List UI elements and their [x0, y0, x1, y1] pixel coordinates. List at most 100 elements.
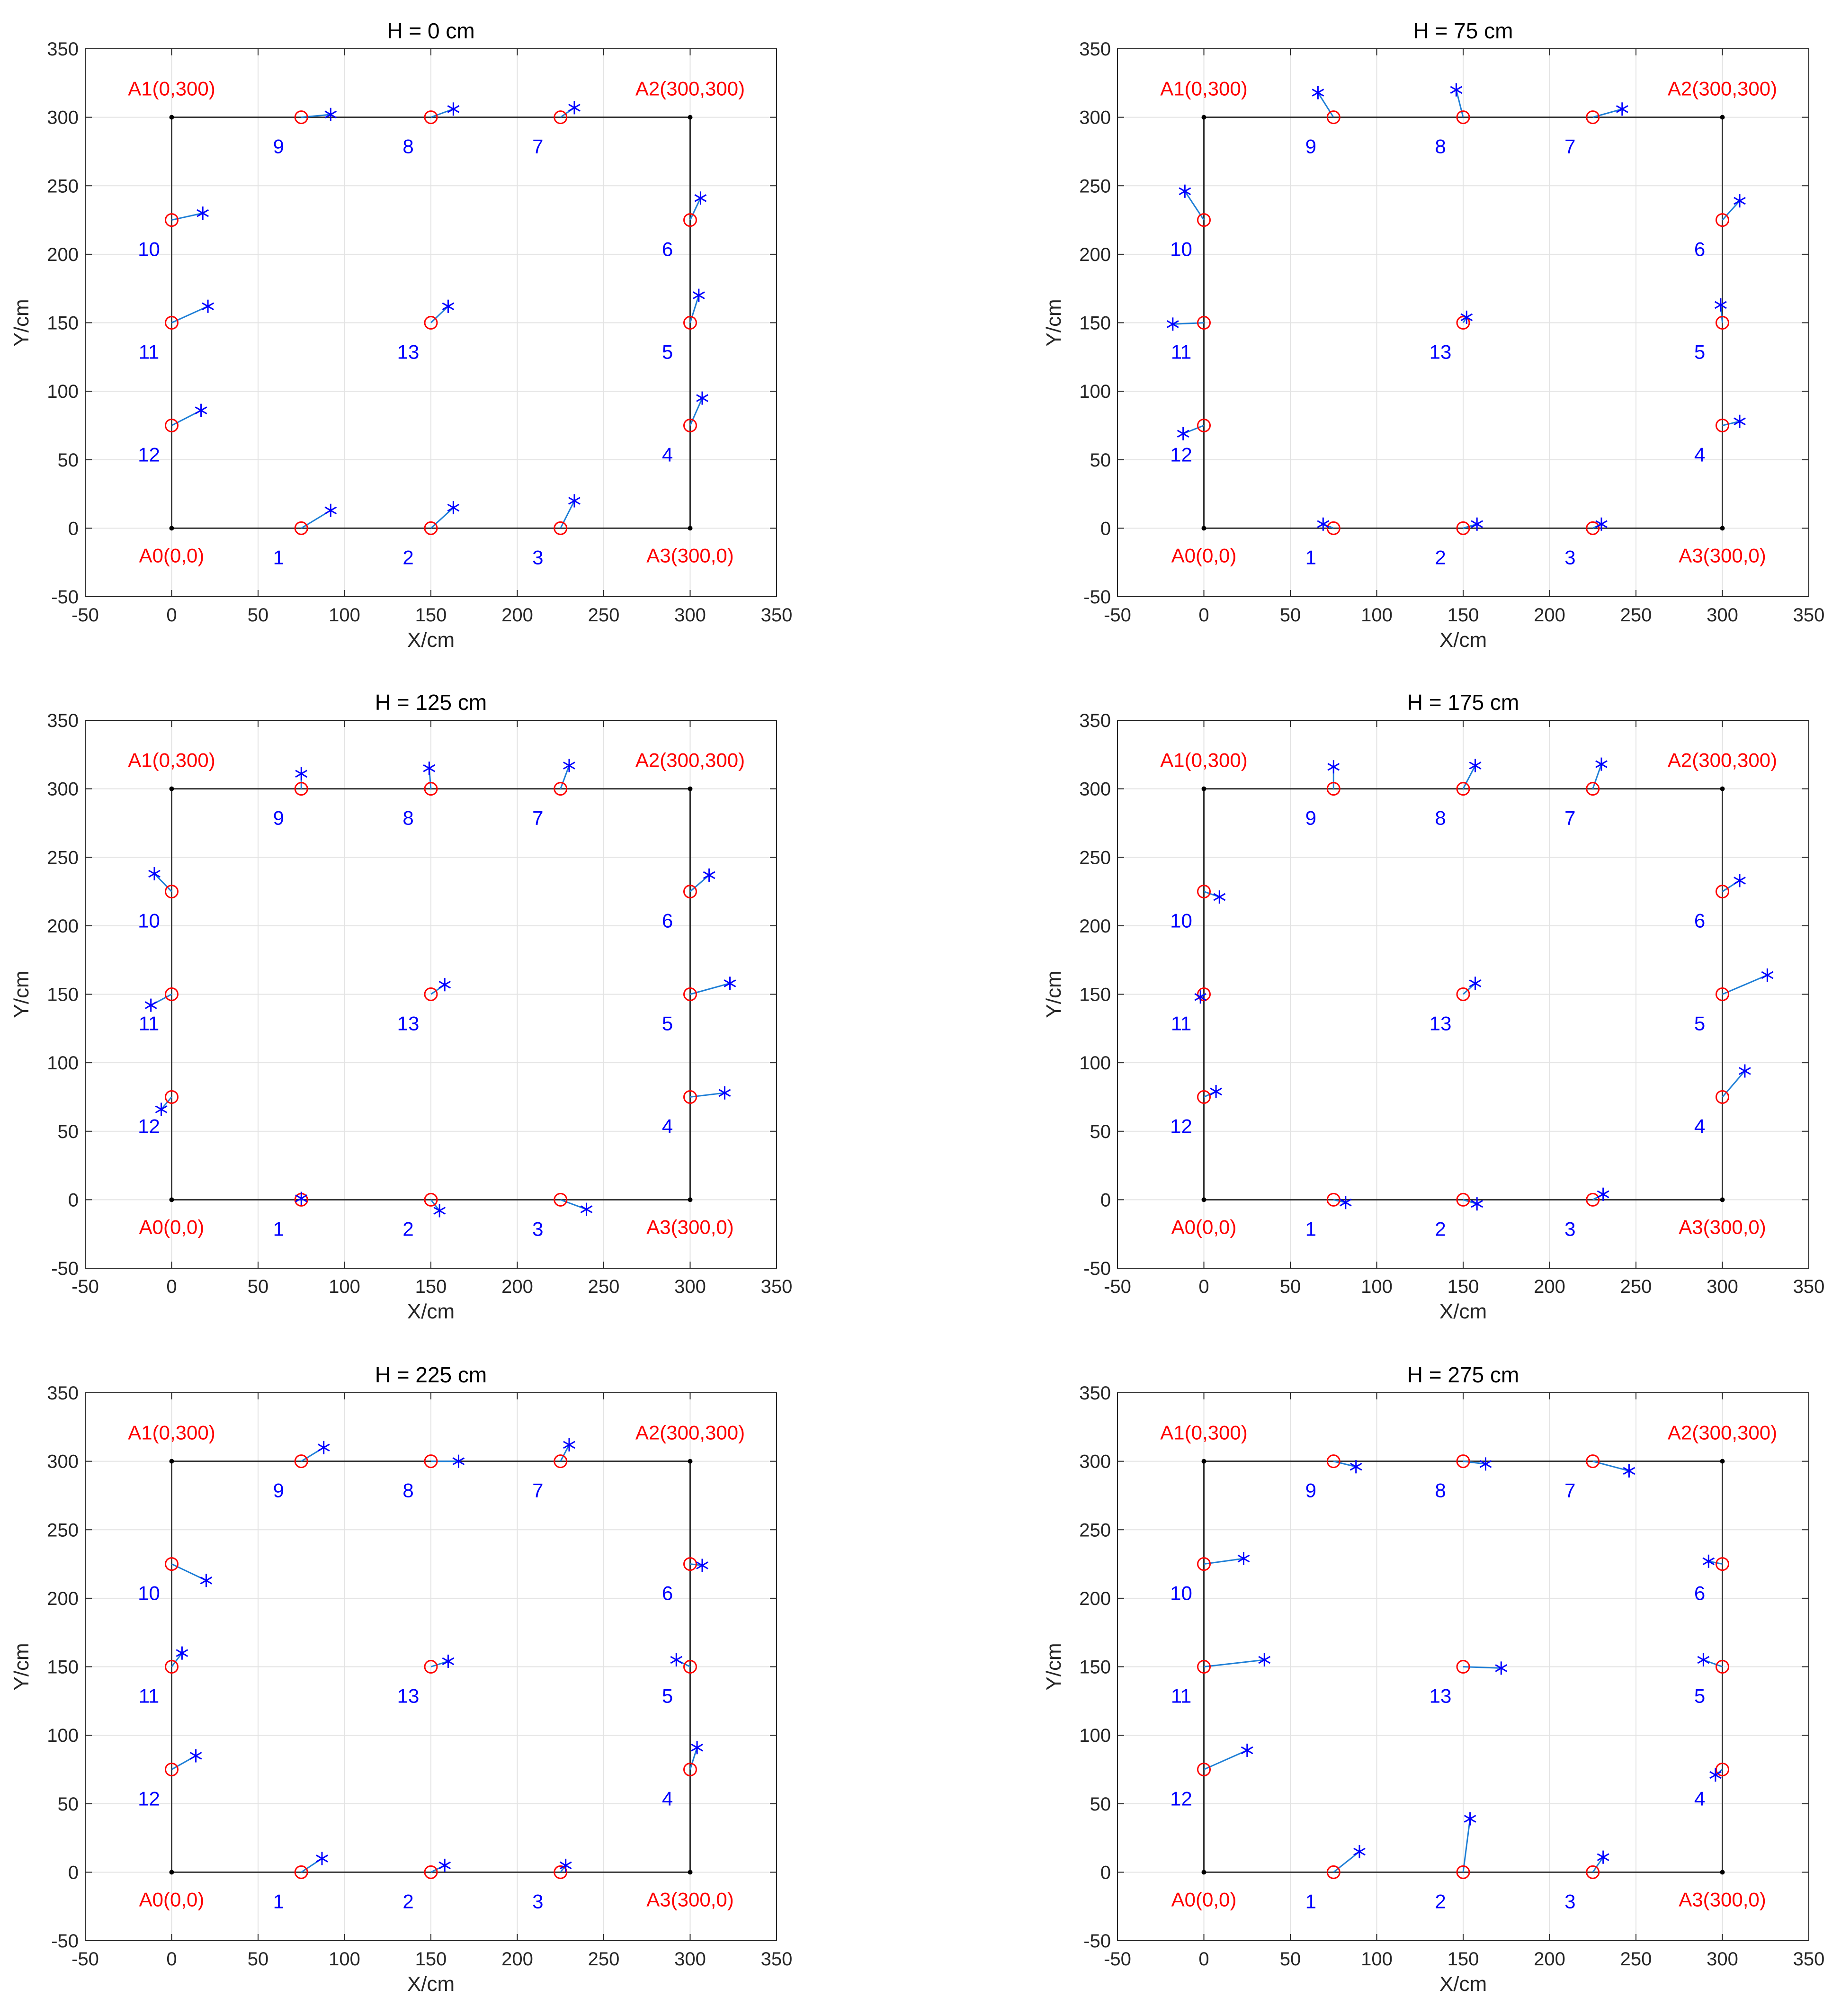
- x-tick-label: 250: [1620, 605, 1652, 626]
- estimated-point-marker: [1469, 977, 1482, 990]
- reference-point-marker: [554, 1865, 568, 1879]
- estimated-point-marker: [1179, 184, 1191, 198]
- error-line: [689, 295, 700, 323]
- estimated-point-marker: [1702, 1554, 1715, 1568]
- reference-point-marker: [1586, 521, 1600, 535]
- point-id-label: 6: [662, 1582, 673, 1604]
- reference-point-marker: [424, 1454, 438, 1469]
- point-id-label: 9: [1305, 807, 1316, 829]
- y-tick-label: 150: [1079, 985, 1111, 1005]
- x-tick-label: 150: [415, 1949, 447, 1970]
- point-id-label: 12: [1170, 1115, 1192, 1137]
- point-id-label: 5: [1694, 1685, 1705, 1707]
- point-id-label: 6: [662, 910, 673, 932]
- error-line: [430, 1199, 440, 1211]
- y-tick-label: 200: [1079, 916, 1111, 937]
- reference-point-marker: [1456, 1192, 1470, 1207]
- anchor-dot: [688, 1197, 693, 1202]
- x-tick-label: 50: [248, 605, 269, 626]
- anchor-dot: [1720, 1459, 1725, 1464]
- estimated-point-marker: [200, 1574, 213, 1587]
- estimated-point-marker: [1697, 1653, 1710, 1667]
- y-tick-label: 100: [47, 381, 79, 402]
- reference-point-marker: [1716, 316, 1729, 330]
- point-id-label: 4: [1694, 443, 1705, 466]
- estimated-point-marker: [692, 288, 705, 302]
- anchor-dot: [688, 1459, 693, 1464]
- x-tick-label: 50: [248, 1276, 269, 1297]
- error-line: [689, 874, 710, 892]
- y-tick-label: 350: [47, 1383, 79, 1404]
- y-tick-label: 200: [1079, 1588, 1111, 1609]
- reference-point-marker: [1586, 110, 1600, 125]
- estimated-point-marker: [1317, 517, 1330, 531]
- point-id-label: 5: [1694, 1012, 1705, 1035]
- x-tick-label: 0: [1198, 1276, 1209, 1297]
- error-line: [1708, 1560, 1723, 1565]
- error-line: [1462, 1819, 1471, 1873]
- point-id-label: 2: [402, 546, 413, 568]
- reference-point-marker: [1456, 987, 1470, 1001]
- reference-point-marker: [1716, 213, 1729, 227]
- point-id-label: 9: [1305, 1479, 1316, 1502]
- error-line: [1592, 108, 1623, 118]
- reference-point-marker: [1456, 1660, 1470, 1674]
- x-tick-label: -50: [71, 1949, 99, 1970]
- anchor-dot: [1720, 786, 1725, 791]
- point-id-label: 5: [662, 1012, 673, 1035]
- point-id-label: 3: [1564, 1218, 1575, 1240]
- reference-point-marker: [683, 418, 697, 432]
- error-line: [689, 1747, 698, 1770]
- x-tick-label: 100: [1361, 1276, 1393, 1297]
- anchor-label: A2(300,300): [635, 749, 745, 771]
- y-tick-label: 250: [47, 847, 79, 868]
- point-id-label: 10: [1170, 910, 1192, 932]
- point-id-label: 13: [397, 1012, 420, 1035]
- x-tick-label: 350: [761, 1276, 793, 1297]
- anchor-dot: [169, 1197, 174, 1202]
- point-id-label: 1: [273, 1890, 284, 1912]
- reference-point-marker: [1716, 418, 1729, 432]
- estimated-point-marker: [442, 1654, 455, 1668]
- point-id-label: 8: [402, 135, 413, 158]
- estimated-point-marker: [447, 501, 460, 514]
- point-id-label: 5: [662, 341, 673, 363]
- point-id-label: 4: [1694, 1115, 1705, 1137]
- chart-title: H = 275 cm: [1407, 1362, 1519, 1387]
- point-id-label: 13: [1430, 1685, 1452, 1707]
- y-axis-label: Y/cm: [10, 299, 33, 346]
- y-tick-label: 0: [1100, 1190, 1111, 1210]
- point-id-label: 12: [1170, 443, 1192, 466]
- point-id-label: 4: [662, 1787, 673, 1810]
- x-tick-label: 100: [1361, 605, 1393, 626]
- anchor-dot: [169, 786, 174, 791]
- estimated-point-marker: [423, 762, 436, 775]
- x-tick-label: 200: [501, 1949, 533, 1970]
- estimated-point-marker: [1469, 759, 1482, 772]
- x-tick-label: 150: [415, 1276, 447, 1297]
- estimated-point-marker: [1258, 1653, 1271, 1667]
- error-line: [430, 305, 449, 323]
- x-tick-label: 300: [674, 1949, 706, 1970]
- estimated-point-marker: [202, 299, 214, 313]
- y-tick-label: 0: [1100, 1862, 1111, 1883]
- anchor-label: A1(0,300): [1160, 1422, 1247, 1444]
- error-line: [560, 765, 570, 789]
- y-axis-label: Y/cm: [1042, 970, 1065, 1018]
- reference-point-marker: [1716, 1660, 1729, 1674]
- estimated-point-marker: [144, 998, 157, 1012]
- estimated-point-marker: [694, 191, 707, 205]
- estimated-point-marker: [1739, 1064, 1751, 1078]
- error-line: [1463, 1460, 1486, 1465]
- estimated-point-marker: [568, 494, 581, 508]
- y-tick-label: 200: [47, 1588, 79, 1609]
- estimated-point-marker: [691, 1741, 703, 1755]
- y-tick-label: 150: [47, 1657, 79, 1678]
- y-tick-label: 250: [47, 1520, 79, 1541]
- reference-point-marker: [165, 418, 179, 432]
- point-id-label: 6: [1694, 238, 1705, 260]
- estimated-point-marker: [438, 1858, 451, 1872]
- point-id-label: 10: [138, 1582, 160, 1604]
- point-id-label: 11: [1171, 1012, 1192, 1035]
- anchor-label: A0(0,0): [1171, 1888, 1237, 1910]
